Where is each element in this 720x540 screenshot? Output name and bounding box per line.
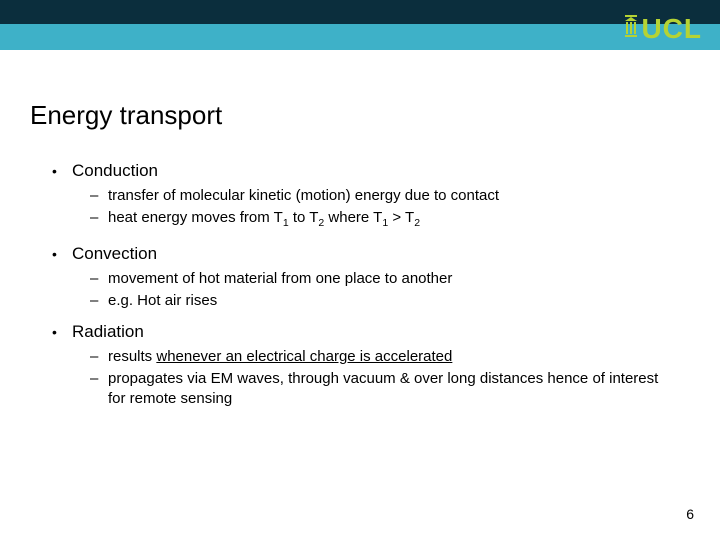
- slide-title: Energy transport: [30, 100, 222, 131]
- bullet-heading: Convection: [72, 243, 157, 265]
- bullet-convection: • Convection: [50, 243, 670, 265]
- bullet-conduction: • Conduction: [50, 160, 670, 182]
- portico-icon: [625, 15, 637, 43]
- bullet-heading: Radiation: [72, 321, 144, 343]
- slide-body: • Conduction – transfer of molecular kin…: [50, 150, 670, 409]
- bullet-dot-icon: •: [50, 321, 72, 343]
- bullet-dot-icon: •: [50, 243, 72, 265]
- ucl-logo-text: UCL: [641, 15, 702, 43]
- sub-bullet-text: results whenever an electrical charge is…: [108, 347, 670, 367]
- header: UCL: [0, 0, 720, 50]
- page-number: 6: [686, 506, 694, 522]
- sub-bullet-text: propagates via EM waves, through vacuum …: [108, 369, 670, 409]
- header-dark-stripe: [0, 0, 720, 24]
- slide: UCL Energy transport • Conduction – tran…: [0, 0, 720, 540]
- sub-bullet: – results whenever an electrical charge …: [90, 347, 670, 367]
- bullet-radiation: • Radiation: [50, 321, 670, 343]
- dash-icon: –: [90, 369, 108, 389]
- sub-bullet: – movement of hot material from one plac…: [90, 269, 670, 289]
- dash-icon: –: [90, 347, 108, 367]
- bullet-heading: Conduction: [72, 160, 158, 182]
- sub-bullet: – e.g. Hot air rises: [90, 291, 670, 311]
- sub-bullet-text: heat energy moves from T1 to T2 where T1…: [108, 208, 670, 233]
- sub-bullet: – heat energy moves from T1 to T2 where …: [90, 208, 670, 233]
- dash-icon: –: [90, 269, 108, 289]
- sub-bullet-text: e.g. Hot air rises: [108, 291, 670, 311]
- ucl-logo: UCL: [625, 14, 702, 44]
- dash-icon: –: [90, 186, 108, 206]
- sub-bullet: – propagates via EM waves, through vacuu…: [90, 369, 670, 409]
- sub-bullet-text: movement of hot material from one place …: [108, 269, 670, 289]
- sub-bullet-text: transfer of molecular kinetic (motion) e…: [108, 186, 670, 206]
- sub-bullet: – transfer of molecular kinetic (motion)…: [90, 186, 670, 206]
- dash-icon: –: [90, 208, 108, 228]
- bullet-dot-icon: •: [50, 160, 72, 182]
- dash-icon: –: [90, 291, 108, 311]
